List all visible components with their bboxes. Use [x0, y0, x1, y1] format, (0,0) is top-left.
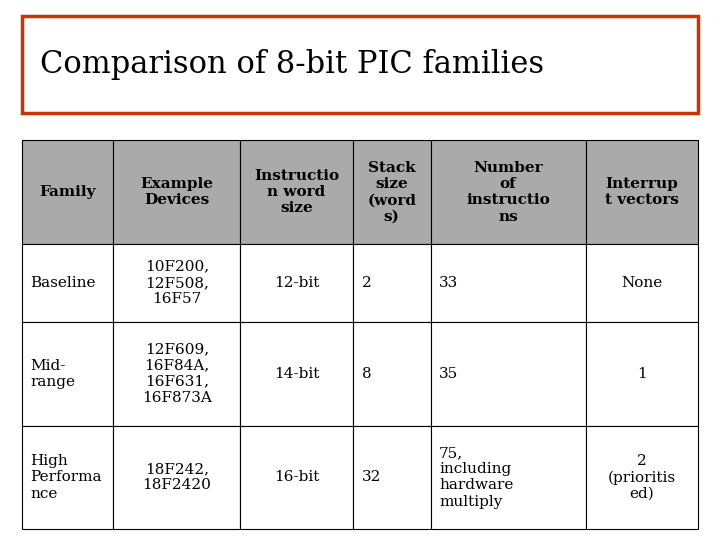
FancyBboxPatch shape — [431, 322, 585, 426]
Text: Example
Devices: Example Devices — [140, 177, 213, 207]
FancyBboxPatch shape — [431, 140, 585, 244]
Text: 16-bit: 16-bit — [274, 470, 319, 484]
FancyBboxPatch shape — [22, 322, 113, 426]
Text: Interrup
t vectors: Interrup t vectors — [605, 177, 679, 207]
FancyBboxPatch shape — [240, 322, 353, 426]
Text: Family: Family — [39, 185, 96, 199]
Text: 1: 1 — [637, 367, 647, 381]
Text: 2
(prioritis
ed): 2 (prioritis ed) — [608, 454, 676, 501]
FancyBboxPatch shape — [22, 244, 113, 322]
Text: Number
of
instructio
ns: Number of instructio ns — [466, 161, 550, 224]
Text: 14-bit: 14-bit — [274, 367, 319, 381]
Text: Instructio
n word
size: Instructio n word size — [254, 169, 339, 215]
FancyBboxPatch shape — [431, 244, 585, 322]
Text: Mid-
range: Mid- range — [30, 359, 75, 389]
Text: 12F609,
16F84A,
16F631,
16F873A: 12F609, 16F84A, 16F631, 16F873A — [142, 342, 212, 405]
FancyBboxPatch shape — [585, 322, 698, 426]
FancyBboxPatch shape — [240, 426, 353, 529]
FancyBboxPatch shape — [113, 244, 240, 322]
FancyBboxPatch shape — [22, 16, 698, 113]
Text: 8: 8 — [361, 367, 372, 381]
Text: 2: 2 — [361, 276, 372, 290]
Text: Baseline: Baseline — [30, 276, 96, 290]
Text: Stack
size
(word
s): Stack size (word s) — [367, 161, 416, 224]
FancyBboxPatch shape — [113, 322, 240, 426]
FancyBboxPatch shape — [431, 426, 585, 529]
FancyBboxPatch shape — [353, 244, 431, 322]
FancyBboxPatch shape — [240, 244, 353, 322]
Text: 35: 35 — [439, 367, 459, 381]
FancyBboxPatch shape — [585, 426, 698, 529]
FancyBboxPatch shape — [113, 426, 240, 529]
FancyBboxPatch shape — [353, 322, 431, 426]
Text: 75,
including
hardware
multiply: 75, including hardware multiply — [439, 446, 513, 509]
FancyBboxPatch shape — [353, 140, 431, 244]
FancyBboxPatch shape — [113, 140, 240, 244]
FancyBboxPatch shape — [240, 140, 353, 244]
FancyBboxPatch shape — [585, 140, 698, 244]
Text: High
Performa
nce: High Performa nce — [30, 454, 102, 501]
Text: 32: 32 — [361, 470, 381, 484]
FancyBboxPatch shape — [585, 244, 698, 322]
Text: 12-bit: 12-bit — [274, 276, 319, 290]
FancyBboxPatch shape — [22, 140, 113, 244]
Text: Comparison of 8-bit PIC families: Comparison of 8-bit PIC families — [40, 49, 544, 80]
FancyBboxPatch shape — [353, 426, 431, 529]
Text: 33: 33 — [439, 276, 459, 290]
Text: None: None — [621, 276, 662, 290]
Text: 10F200,
12F508,
16F57: 10F200, 12F508, 16F57 — [145, 260, 209, 306]
FancyBboxPatch shape — [22, 426, 113, 529]
Text: 18F242,
18F2420: 18F242, 18F2420 — [143, 462, 211, 492]
